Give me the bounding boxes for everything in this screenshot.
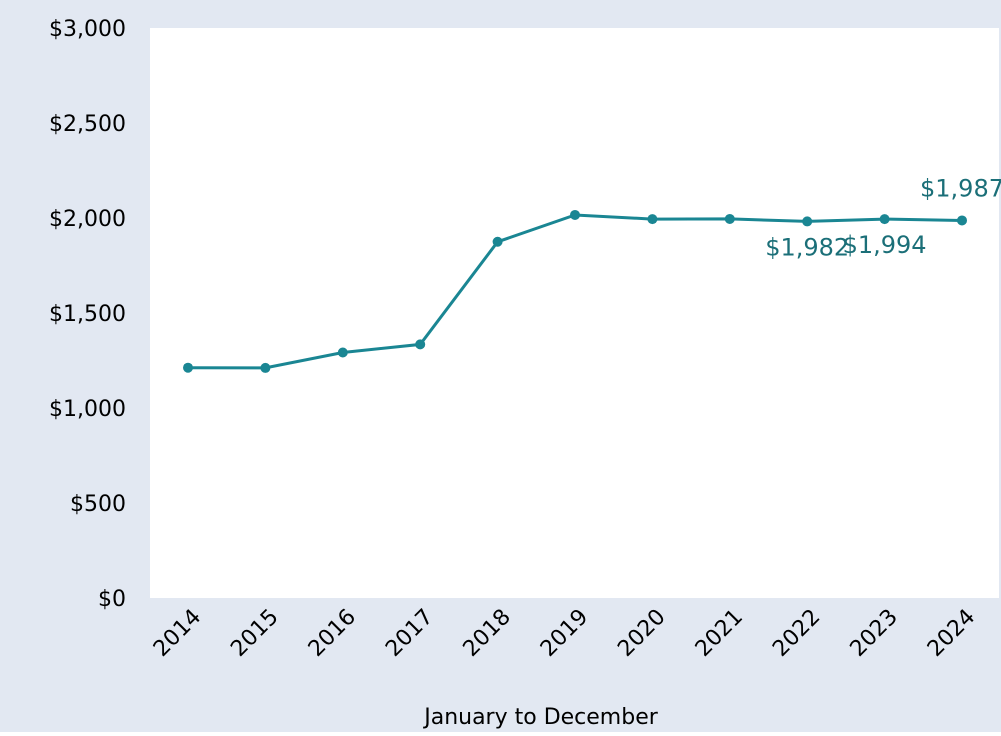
data-point	[647, 214, 658, 225]
data-point	[415, 339, 426, 350]
x-axis-title: January to December	[422, 705, 659, 730]
y-tick-label: $2,000	[49, 207, 126, 232]
y-tick-label: $500	[70, 492, 126, 517]
data-point	[724, 213, 735, 224]
data-point	[802, 216, 813, 227]
data-point	[492, 236, 503, 247]
data-point	[337, 347, 348, 358]
series-points	[183, 209, 967, 373]
data-point	[260, 362, 271, 373]
data-label: $1,994	[843, 231, 927, 259]
y-tick-label: $1,500	[49, 302, 126, 327]
y-axis: $0 $500 $1,000 $1,500 $2,000 $2,500 $3,000	[49, 17, 126, 612]
y-tick-label: $1,000	[49, 397, 126, 422]
plot-area	[150, 28, 999, 598]
y-tick-label: $3,000	[49, 17, 126, 42]
data-point	[957, 215, 967, 226]
y-tick-label: $2,500	[49, 112, 126, 137]
data-point	[879, 214, 890, 225]
data-point	[570, 209, 580, 220]
data-point	[183, 362, 193, 373]
data-label: $1,982	[765, 233, 849, 261]
data-label: $1,987	[920, 174, 1001, 202]
y-tick-label: $0	[98, 587, 126, 612]
data-labels: $1,982$1,994 $1,987	[765, 174, 1001, 261]
